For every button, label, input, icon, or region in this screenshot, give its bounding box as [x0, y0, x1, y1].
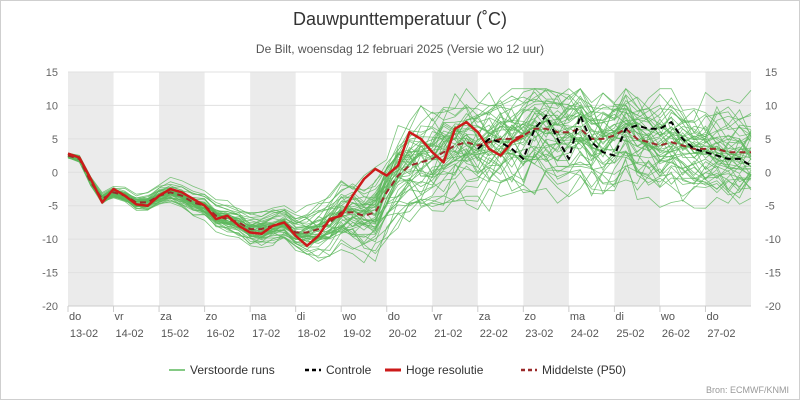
y-tick-label-right: -10	[765, 234, 781, 246]
y-tick-label-left: 5	[52, 134, 58, 146]
x-tick-date: 27-02	[707, 328, 735, 340]
ensemble-line	[67, 150, 752, 256]
ensemble-line	[67, 157, 752, 248]
ensemble-line	[67, 122, 752, 237]
y-tick-label-left: -10	[42, 234, 58, 246]
x-tick-day: zo	[524, 311, 536, 323]
x-tick-day: za	[160, 311, 173, 323]
series-line-high-res	[67, 120, 524, 248]
y-tick-label-right: 5	[765, 134, 771, 146]
legend-item-median[interactable]: Middelste (P50)	[521, 363, 626, 377]
x-tick-date: 20-02	[389, 328, 417, 340]
legend-label: Middelste (P50)	[542, 363, 626, 377]
x-tick-day: vr	[433, 311, 443, 323]
x-tick-day: do	[388, 311, 400, 323]
y-tick-label-left: -15	[42, 268, 58, 280]
x-tick-day: ma	[570, 311, 586, 323]
x-tick-date: 24-02	[571, 328, 599, 340]
series-line-median	[67, 127, 751, 234]
x-tick-day: ma	[251, 311, 267, 323]
x-tick-date: 15-02	[161, 328, 189, 340]
y-tick-label-left: -5	[48, 201, 58, 213]
legend-item-control[interactable]: Controle	[305, 363, 372, 377]
day-shade	[432, 72, 478, 306]
x-tick-date: 21-02	[434, 328, 462, 340]
x-tick-date: 18-02	[298, 328, 326, 340]
y-tick-label-right: -5	[765, 201, 775, 213]
ensemble-line	[67, 150, 752, 245]
y-tick-label-right: -15	[765, 268, 781, 280]
x-tick-date: 26-02	[662, 328, 690, 340]
chart-subtitle: De Bilt, woensdag 12 februari 2025 (Vers…	[256, 42, 544, 56]
x-tick-date: 17-02	[252, 328, 280, 340]
y-tick-label-left: 0	[52, 167, 58, 179]
y-tick-label-right: -20	[765, 301, 781, 313]
legend[interactable]: Verstoorde runs Controle Hoge resolutie Mid…	[169, 363, 626, 377]
series-line-control	[477, 114, 752, 167]
ensemble-line	[67, 136, 752, 264]
day-shade	[68, 72, 114, 306]
legend-label: Hoge resolutie	[406, 363, 484, 377]
ensemble-line	[67, 87, 752, 222]
x-tick-day: di	[297, 311, 306, 323]
x-tick-day: vr	[115, 311, 125, 323]
x-tick-date: 25-02	[616, 328, 644, 340]
y-tick-label-right: 0	[765, 167, 771, 179]
ensemble-line	[67, 88, 752, 223]
gridlines	[68, 71, 751, 307]
x-tick-date: 16-02	[207, 328, 235, 340]
legend-item-high-res[interactable]: Hoge resolutie	[385, 363, 484, 377]
legend-label: Controle	[326, 363, 372, 377]
day-shade	[250, 72, 296, 306]
x-tick-day: za	[479, 311, 492, 323]
source-credit: Bron: ECMWF/KNMI	[706, 385, 789, 395]
main-series	[67, 114, 752, 248]
x-tick-date: 23-02	[525, 328, 553, 340]
axes: 15 15 10 10 5 5 0 0 -5 -5 -10 -10 -15 -15 -20 -20 do 13-0…	[42, 67, 781, 340]
x-tick-date: 19-02	[343, 328, 371, 340]
ensemble-line	[67, 87, 752, 236]
y-tick-label-left: 15	[46, 67, 58, 79]
y-tick-label-right: 15	[765, 67, 777, 79]
x-tick-day: zo	[206, 311, 218, 323]
legend-item-ensemble[interactable]: Verstoorde runs	[169, 363, 275, 377]
ensemble-line	[67, 128, 752, 262]
x-tick-day: wo	[660, 311, 675, 323]
x-tick-day: do	[706, 311, 718, 323]
x-tick-date: 22-02	[480, 328, 508, 340]
ensemble-line	[67, 109, 752, 237]
x-tick-day: di	[615, 311, 624, 323]
chart-title: Dauwpunttemperatuur (˚C)	[293, 9, 507, 29]
x-tick-day: do	[69, 311, 81, 323]
x-tick-date: 13-02	[70, 328, 98, 340]
legend-label: Verstoorde runs	[190, 363, 275, 377]
x-tick-date: 14-02	[115, 328, 143, 340]
y-tick-label-left: -20	[42, 301, 58, 313]
y-tick-label-left: 10	[46, 100, 58, 112]
x-tick-day: wo	[341, 311, 356, 323]
y-tick-label-right: 10	[765, 100, 777, 112]
